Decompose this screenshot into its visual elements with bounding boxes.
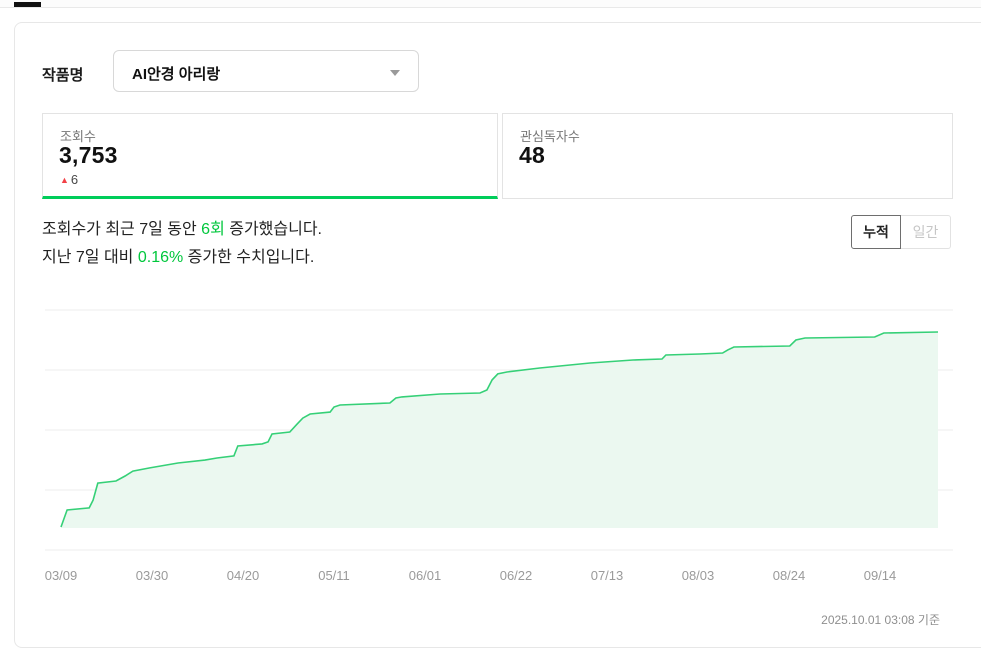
stat-card-views[interactable]: 조회수 3,753 ▲ 6	[42, 113, 498, 199]
summary-text-segment: 조회수가 최근 7일 동안	[42, 221, 202, 238]
summary-text: 조회수가 최근 7일 동안 6회 증가했습니다. 지난 7일 대비 0.16% …	[42, 216, 322, 272]
x-tick-label: 04/20	[226, 568, 260, 583]
summary-line-1: 조회수가 최근 7일 동안 6회 증가했습니다.	[42, 216, 322, 244]
x-tick-label: 09/14	[863, 568, 897, 583]
stat-card-readers[interactable]: 관심독자수 48	[502, 113, 953, 199]
x-tick-label: 07/13	[590, 568, 624, 583]
stat-value: 3,753	[59, 142, 118, 168]
work-title-label: 작품명	[42, 67, 84, 84]
x-axis-labels: 03/09 03/30 04/20 05/11 06/01 06/22 07/13 08/03…	[45, 568, 953, 586]
work-select-value: AI안경 아리랑	[132, 66, 221, 83]
summary-text-segment: 증가한 수치입니다.	[183, 249, 315, 266]
stat-label: 관심독자수	[520, 129, 580, 144]
summary-text-segment: 증가했습니다.	[224, 221, 323, 238]
x-tick-label: 08/24	[772, 568, 806, 583]
toggle-cumulative-button[interactable]: 누적	[851, 215, 901, 249]
summary-line-2: 지난 7일 대비 0.16% 증가한 수치입니다.	[42, 244, 322, 272]
work-select-dropdown[interactable]: AI안경 아리랑	[113, 50, 419, 92]
x-tick-label: 05/11	[318, 568, 350, 583]
tab-bar	[0, 0, 981, 8]
toggle-daily-button[interactable]: 일간	[901, 215, 951, 249]
views-line	[60, 331, 939, 528]
summary-highlight: 6회	[201, 221, 225, 238]
x-tick-label: 03/30	[135, 568, 169, 583]
views-area	[61, 332, 938, 528]
x-tick-label: 06/01	[408, 568, 442, 583]
stat-delta-value: 6	[70, 172, 79, 187]
x-tick-label: 03/09	[44, 568, 78, 583]
summary-text-segment: 지난 7일 대비	[42, 249, 138, 266]
chevron-down-icon	[390, 70, 400, 76]
views-chart[interactable]: 03/09 03/30 04/20 05/11 06/01 06/22 07/13 08/03…	[45, 300, 953, 600]
active-tab-indicator[interactable]	[14, 2, 41, 7]
stat-label: 조회수	[60, 129, 96, 144]
up-triangle-icon: ▲	[60, 175, 69, 185]
data-updated-timestamp: 2025.10.01 03:08 기준	[821, 613, 940, 627]
stat-value: 48	[519, 142, 545, 168]
x-tick-label: 06/22	[499, 568, 533, 583]
x-tick-label: 08/03	[681, 568, 715, 583]
stat-delta: ▲ 6	[60, 172, 78, 187]
summary-highlight: 0.16%	[137, 249, 184, 266]
chart-mode-toggle: 누적 일간	[851, 215, 951, 249]
views-chart-svg	[45, 309, 953, 551]
